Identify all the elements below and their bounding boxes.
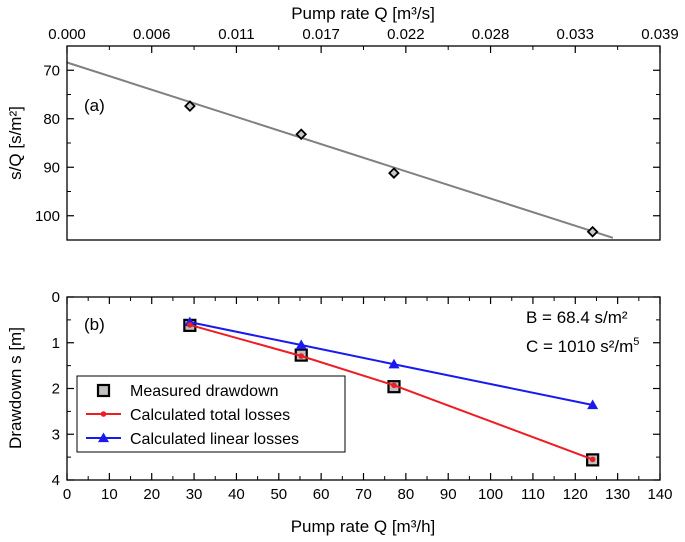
annotation-c-main: C = 1010 s²/m [526,337,633,356]
b-total-point [187,322,193,328]
panel-b: 0 10 20 30 40 50 60 70 80 90 100 110 120 130 14001234 … [6,289,673,536]
annotation-b-coefficient: B = 68.4 s/m² [526,308,628,327]
b-ytick-label: 2 [52,381,60,398]
b-total-point [391,382,397,389]
a-xtick-label: 0.033 [556,26,594,43]
b-xtick-label: 60 [313,486,330,503]
legend-label-linear: Calculated linear losses [130,431,299,448]
b-xtick-label: 120 [563,486,588,503]
b-xtick-label: 80 [398,486,415,503]
a-xtick-label: 0.039 [641,26,679,43]
panel-a-tick-labels: 0.000 0.006 0.011 0.017 0.022 0.028 0.033 0.039… [35,26,679,225]
panel-b-frame [66,296,661,481]
panel-b-label: (b) [84,315,105,334]
a-data-point [388,167,400,179]
annotation-c-coefficient: C = 1010 s²/m5 [526,336,639,356]
b-xtick-label: 40 [228,486,245,503]
b-linear-point [587,399,599,410]
b-total-point [589,456,596,463]
b-xtick-label: 140 [647,486,672,503]
a-ytick-label: 100 [35,208,60,225]
a-data-point [184,100,196,113]
b-xtick-label: 100 [478,486,503,503]
panel-a-label: (a) [84,96,105,115]
b-xtick-label: 70 [355,486,372,503]
a-fit-line [66,61,614,239]
b-ytick-label: 3 [52,426,60,443]
panel-b-ylabel: Drawdown s [m] [6,327,25,449]
a-xtick-label: 0.011 [218,26,254,43]
a-xtick-label: 0.022 [387,26,425,43]
legend-symbol-linear [98,432,109,443]
b-xtick-label: 50 [270,486,287,503]
b-linear-point [295,339,307,350]
a-xtick-label: 0.000 [48,26,86,43]
panel-a-xlabel: Pump rate Q [m³/s] [291,4,435,23]
a-xtick-label: 0.006 [133,26,171,43]
legend-symbol-measured [96,383,111,398]
b-xtick-label: 10 [101,486,118,503]
b-ytick-label: 0 [52,289,60,306]
panel-b-tick-labels: 0 10 20 30 40 50 60 70 80 90 100 110 120 130 140 0 1 2 3 4 [52,289,673,503]
panel-a-ylabel: s/Q [s/m²] [6,106,25,180]
b-linear-line [189,321,593,406]
b-xtick-label: 0 [63,486,71,503]
legend: Measured drawdown Calculated total losse… [76,375,346,453]
panel-a-frame [66,45,661,241]
panel-b-ticks [66,296,661,481]
legend-box [76,375,346,453]
b-xtick-label: 90 [440,486,457,503]
b-xtick-label: 110 [521,486,545,503]
b-ytick-label: 4 [52,472,60,489]
b-linear-point [388,358,400,369]
legend-symbol-total [100,411,107,417]
a-data-point [295,128,308,141]
panel-a-plot-area [66,61,614,239]
b-ytick-label: 1 [52,335,60,352]
legend-entries [86,383,121,443]
panel-b-plot-area [183,316,600,467]
b-linear-point [184,316,196,327]
panel-a-ticks [66,46,661,217]
b-xtick-label: 130 [605,486,630,503]
a-data-point [586,225,599,238]
panel-a: 0.000 0.006 0.011 0.017 0.022 0.028 0.033 0.039… [6,4,679,241]
b-total-line [189,323,594,461]
a-ytick-label: 70 [43,62,60,79]
a-xtick-label: 0.017 [302,26,340,43]
panel-b-xlabel: Pump rate Q [m³/h] [291,517,436,536]
b-xtick-label: 30 [186,486,203,503]
b-xtick-label: 20 [143,486,160,503]
b-total-point [298,353,305,359]
annotation-c-sup: 5 [633,336,639,348]
a-ytick-label: 90 [43,159,60,176]
a-xtick-label: 0.028 [472,26,510,43]
legend-label-measured: Measured drawdown [130,383,279,400]
legend-label-total: Calculated total losses [130,407,290,424]
a-ytick-label: 80 [43,111,60,128]
